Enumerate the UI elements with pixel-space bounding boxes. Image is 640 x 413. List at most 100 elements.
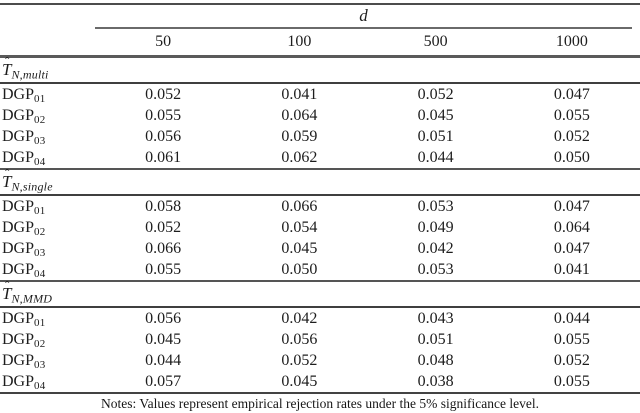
value-cell: 0.050 — [281, 260, 318, 278]
row-label-text: DGP — [2, 85, 35, 103]
value-cell: 0.062 — [281, 148, 318, 166]
value-cell: 0.045 — [145, 330, 182, 348]
value-cell: 0.052 — [145, 218, 182, 236]
value-cell: 0.044 — [553, 309, 590, 327]
row-label-text: DGP — [2, 218, 35, 236]
row-label: DGP02 — [0, 217, 95, 243]
row-label-subscript: 01 — [34, 92, 46, 105]
value-cell: 0.038 — [417, 372, 454, 390]
section-header-tn-multi: ˆ TN,multi — [0, 53, 640, 82]
value-cell: 0.045 — [417, 106, 454, 124]
column-header-row: 50 100 500 1000 — [0, 29, 640, 56]
row-label-subscript: 01 — [34, 204, 46, 217]
group-header-span: d — [95, 5, 632, 28]
hat-accent-icon: ˆ — [5, 277, 10, 293]
statistic-base: T — [2, 284, 12, 303]
row-label: DGP03 — [0, 126, 95, 152]
section-title-rule — [0, 194, 640, 196]
row-label-text: DGP — [2, 372, 35, 390]
hat-accent-icon: ˆ — [5, 165, 10, 181]
group-header-underline-rule — [95, 27, 632, 29]
value-cell: 0.057 — [145, 372, 182, 390]
row-label-subscript: 01 — [34, 316, 46, 329]
value-cell: 0.053 — [417, 197, 454, 215]
dimension-variable: d — [359, 6, 368, 25]
value-cell: 0.051 — [417, 330, 454, 348]
value-cell: 0.049 — [417, 218, 454, 236]
row-label-subscript: 04 — [34, 155, 46, 168]
value-cell: 0.052 — [553, 351, 590, 369]
row-label-subscript: 02 — [34, 113, 46, 126]
value-cell: 0.044 — [417, 148, 454, 166]
value-cell: 0.055 — [553, 106, 590, 124]
value-cell: 0.056 — [281, 330, 318, 348]
value-cell: 0.045 — [281, 372, 318, 390]
value-cell: 0.047 — [553, 197, 590, 215]
stub-header-cell — [0, 29, 95, 56]
table-row: DGP03 0.044 0.052 0.048 0.052 — [0, 350, 640, 371]
value-cell: 0.041 — [281, 85, 318, 103]
table-row: DGP03 0.056 0.059 0.051 0.052 — [0, 126, 640, 147]
row-label-subscript: 03 — [34, 134, 46, 147]
row-label-text: DGP — [2, 330, 35, 348]
value-cell: 0.054 — [281, 218, 318, 236]
section-title-rule — [0, 82, 640, 84]
value-cell: 0.047 — [553, 85, 590, 103]
value-cell: 0.047 — [553, 239, 590, 257]
row-label-subscript: 04 — [34, 379, 46, 392]
table-top-rule — [0, 3, 640, 5]
row-label-text: DGP — [2, 106, 35, 124]
value-cell: 0.066 — [281, 197, 318, 215]
table-notes: Notes: Values represent empirical reject… — [101, 395, 539, 411]
section-separator-rule — [0, 279, 640, 282]
row-label: DGP01 — [0, 196, 95, 222]
value-cell: 0.052 — [417, 85, 454, 103]
table-row: DGP04 0.055 0.050 0.053 0.041 — [0, 259, 640, 280]
row-label-subscript: 02 — [34, 225, 46, 238]
statistic-base: T — [2, 60, 12, 79]
row-label: DGP04 — [0, 147, 95, 173]
section-header-tn-mmd: ˆ TN,MMD — [0, 277, 640, 306]
value-cell: 0.052 — [281, 351, 318, 369]
column-header-500: 500 — [423, 32, 448, 50]
row-label-text: DGP — [2, 351, 35, 369]
row-label: DGP04 — [0, 371, 95, 397]
row-label-text: DGP — [2, 239, 35, 257]
value-cell: 0.064 — [553, 218, 590, 236]
value-cell: 0.051 — [417, 127, 454, 145]
value-cell: 0.048 — [417, 351, 454, 369]
row-label-text: DGP — [2, 309, 35, 327]
column-header-50: 50 — [155, 32, 172, 50]
value-cell: 0.064 — [281, 106, 318, 124]
value-cell: 0.066 — [145, 239, 182, 257]
row-label: DGP03 — [0, 238, 95, 264]
value-cell: 0.056 — [145, 127, 182, 145]
value-cell: 0.053 — [417, 260, 454, 278]
statistic-base: T — [2, 172, 12, 191]
table-row: DGP04 0.057 0.045 0.038 0.055 — [0, 371, 640, 392]
table-row: DGP03 0.066 0.045 0.042 0.047 — [0, 238, 640, 259]
value-cell: 0.045 — [281, 239, 318, 257]
row-label-text: DGP — [2, 260, 35, 278]
table-row: DGP02 0.055 0.064 0.045 0.055 — [0, 105, 640, 126]
row-label: DGP03 — [0, 350, 95, 376]
header-bottom-rule — [0, 55, 640, 58]
table-row: DGP01 0.052 0.041 0.052 0.047 — [0, 84, 640, 105]
section-title-rule — [0, 306, 640, 308]
group-header-row: d — [0, 5, 640, 27]
hat-accent-icon: ˆ — [5, 53, 10, 69]
table-row: DGP01 0.058 0.066 0.053 0.047 — [0, 196, 640, 217]
value-cell: 0.055 — [145, 260, 182, 278]
value-cell: 0.055 — [553, 330, 590, 348]
column-header-1000: 1000 — [555, 32, 588, 50]
table-row: DGP01 0.056 0.042 0.043 0.044 — [0, 308, 640, 329]
value-cell: 0.041 — [553, 260, 590, 278]
row-label-subscript: 03 — [34, 246, 46, 259]
value-cell: 0.058 — [145, 197, 182, 215]
row-label-text: DGP — [2, 197, 35, 215]
value-cell: 0.061 — [145, 148, 182, 166]
value-cell: 0.059 — [281, 127, 318, 145]
